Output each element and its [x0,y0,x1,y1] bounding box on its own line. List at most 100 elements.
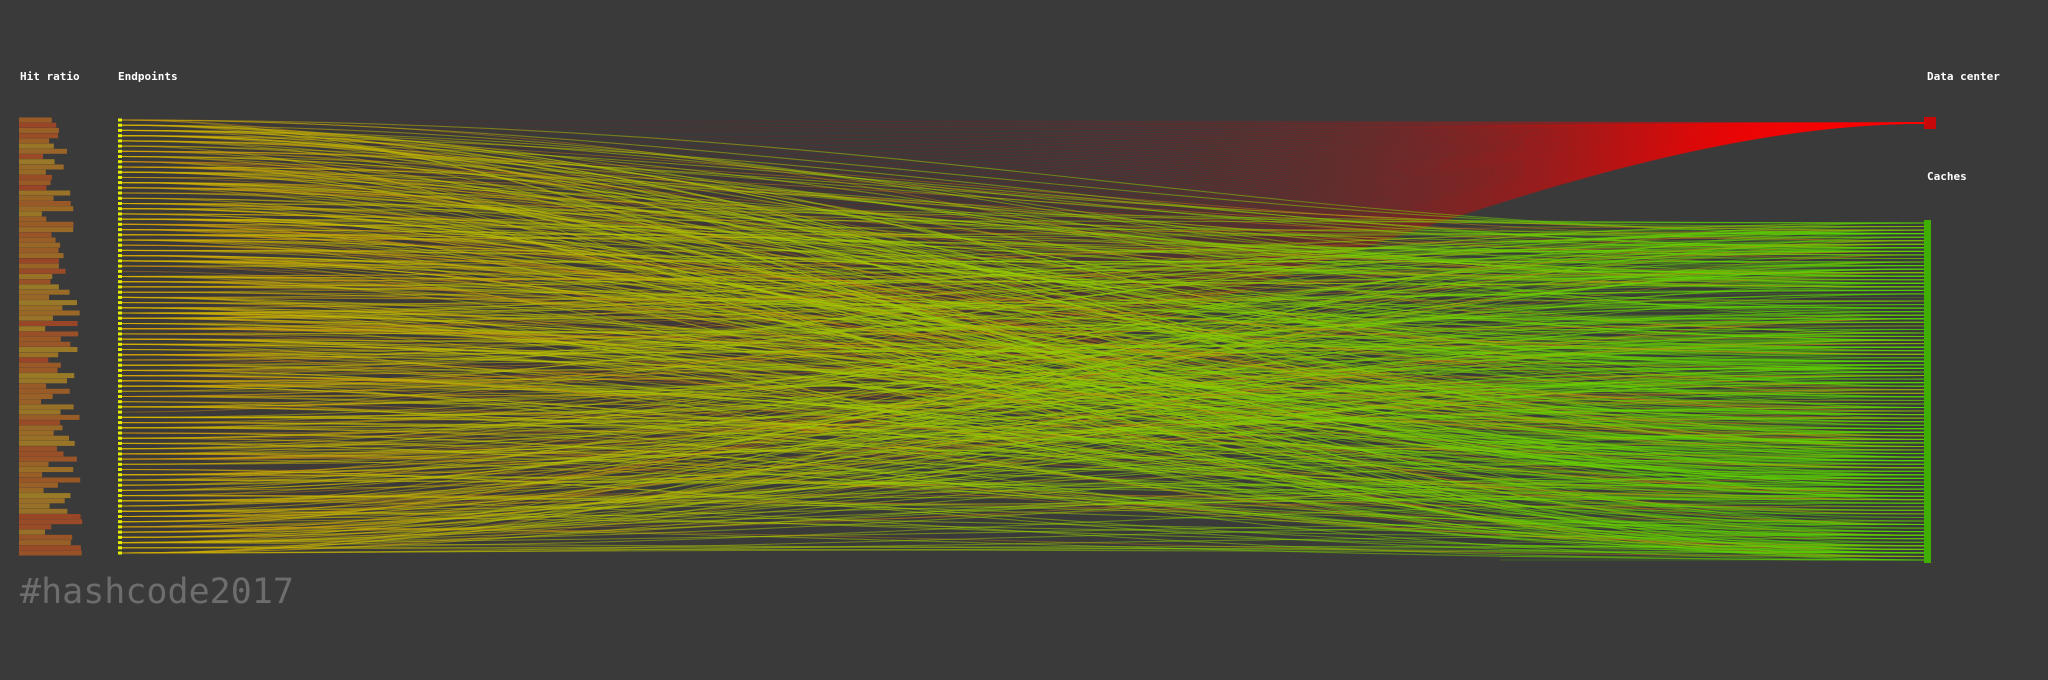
cache-link [119,438,1925,518]
endpoint-node [118,395,122,398]
cache-link [119,182,1925,444]
hit-ratio-bar [19,394,53,399]
cache-link [119,129,1925,252]
hit-ratio-bar [19,294,50,300]
cache-link [119,229,1925,398]
endpoint-node [118,389,122,393]
cache-link [119,468,1925,558]
hit-ratio-bar [19,253,64,259]
cache-link [119,339,1925,450]
cache-link [119,339,1925,455]
cache-link [119,249,1925,252]
cache-column [1924,220,1931,563]
cache-link [119,270,1925,451]
cache-link [119,213,1925,309]
cache-link [119,364,1925,465]
cache-link [119,243,1925,335]
cache-link [119,234,1925,494]
cache-link [119,392,1925,397]
hit-ratio-bar [19,540,71,546]
endpoint-node [118,290,122,294]
endpoint-node [118,535,122,539]
hit-ratio-bar [19,383,47,389]
endpoint-node [118,499,122,503]
endpoint-node [118,217,122,221]
cache-link [119,410,1925,538]
cache-link [119,171,1925,284]
hit-ratio-bar [19,143,54,149]
cache-link [119,354,1925,501]
endpoint-node [118,233,122,237]
cache-link [119,495,1925,526]
hit-ratio-bar [19,514,81,519]
hit-ratio-bars [19,117,83,556]
cache-link [119,354,1925,394]
cache-link [119,460,1925,481]
hit-ratio-bar [19,258,59,264]
cache-link [119,406,1925,476]
cache-link [119,343,1925,377]
hit-ratio-bar [19,201,71,206]
cache-link [119,364,1925,538]
endpoint-node [118,337,122,341]
cache-link [119,417,1925,434]
hit-ratio-bar [19,420,60,426]
endpoint-node [118,155,122,158]
cache-link [119,234,1925,284]
cache-link [119,247,1925,288]
hit-ratio-bar [19,232,52,238]
cache-link [119,307,1925,465]
hit-ratio-bar [19,336,61,342]
cache-link [119,119,1925,235]
hit-ratio-bar [19,122,57,128]
endpoint-node [118,400,122,404]
cache-link [119,234,1925,394]
hit-ratio-bar [19,352,59,358]
hit-ratio-bar [19,341,71,347]
cache-link [119,325,1925,538]
hit-ratio-bar [19,268,66,274]
hit-ratio-bar [19,247,59,253]
hit-ratio-bar [19,310,80,316]
cache-link [119,150,1925,313]
cache-link [119,166,1925,494]
cache-link [119,291,1925,320]
hit-ratio-bar [19,138,50,144]
hit-ratio-bar [19,404,74,410]
cache-link [119,135,1925,547]
endpoint-node [118,212,122,216]
cache-link [119,385,1925,508]
endpoint-node [118,123,122,127]
hit-ratio-bar [19,127,59,133]
endpoint-node [118,149,122,153]
cache-link [119,296,1925,554]
endpoint-node [118,243,122,247]
cache-link [119,367,1925,382]
endpoint-node [118,462,122,466]
hit-ratio-bar [19,467,74,472]
cache-link [119,442,1925,544]
hit-ratio-bar [19,482,58,488]
endpoint-node [118,170,122,174]
endpoint-node [118,301,122,305]
cache-link [119,470,1925,549]
endpoint-node [118,285,122,289]
hit-ratio-bar [19,180,51,186]
hit-ratio-bar [19,451,64,457]
hit-ratio-label: Hit ratio [20,70,80,83]
hit-ratio-bar [19,221,74,227]
cache-link [119,135,1925,320]
cache-link [119,124,1925,458]
hit-ratio-bar [19,529,45,535]
hashtag-footer: #hashcode2017 [20,572,294,612]
cache-link [119,150,1925,391]
cache-link [119,166,1925,387]
endpoint-node [118,269,122,273]
hit-ratio-bar [19,545,81,551]
hit-ratio-bar [19,519,83,525]
cache-link [119,286,1925,323]
hit-ratio-bar [19,347,78,352]
cache-link [119,296,1925,558]
hit-ratio-bar [19,284,59,290]
